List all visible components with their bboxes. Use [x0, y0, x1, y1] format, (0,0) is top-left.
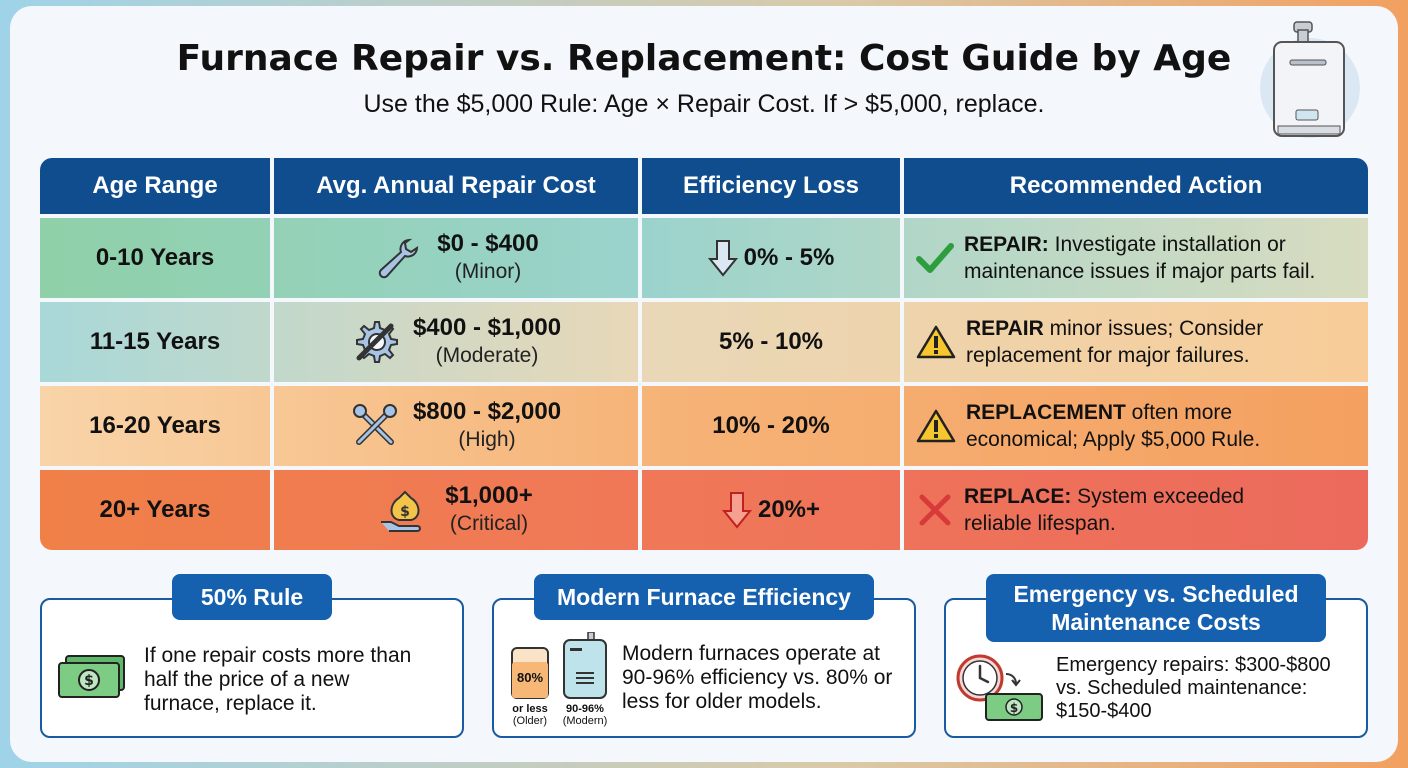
recommended-action: REPLACE: System exceeded reliable lifespa…	[964, 485, 1245, 535]
table-row: 0-10 Years $0 - $400 (Minor) 0% - 5%	[40, 218, 1368, 298]
efficiency-loss: 5% - 10%	[718, 328, 824, 355]
page-title: Furnace Repair vs. Replacement: Cost Gui…	[176, 38, 1232, 79]
arrow-down-icon	[721, 492, 752, 529]
emergency-vs-scheduled-text: Emergency repairs: $300-$800 vs. Schedul…	[1056, 654, 1331, 722]
recommended-action: REPAIR: Investigate installation or maint…	[964, 233, 1316, 283]
efficiency-loss: 20%+	[757, 496, 821, 523]
modern-efficiency-title: Modern Furnace Efficiency	[534, 574, 874, 620]
page-subtitle: Use the $5,000 Rule: Age × Repair Cost. …	[363, 90, 1045, 118]
repair-severity: (Critical)	[449, 512, 529, 535]
age-range: 0-10 Years	[95, 244, 215, 271]
repair-severity: (Minor)	[454, 260, 522, 283]
modern-label: 90-96% (Modern)	[562, 703, 608, 727]
svg-text:$: $	[400, 504, 410, 520]
warning-icon	[916, 325, 956, 359]
repair-severity: (High)	[458, 428, 516, 451]
warning-icon	[916, 409, 956, 443]
modern-efficiency-box	[492, 598, 916, 738]
table-row: 20+ Years $ $1,000+ (Critical)	[40, 470, 1368, 550]
table-row: 11-15 Years $400 - $1,000 (Moderate) 5% …	[40, 302, 1368, 382]
column-header-efficiency: Efficiency Loss	[642, 158, 900, 214]
clock-money-icon: $	[956, 654, 1043, 721]
x-icon	[919, 494, 951, 526]
repair-cost: $400 - $1,000	[412, 314, 562, 341]
gear-wrench-icon	[355, 321, 398, 363]
fifty-percent-rule-text: If one repair costs more than half the p…	[144, 644, 412, 715]
check-icon	[916, 243, 954, 273]
older-label: or less (Older)	[512, 703, 548, 727]
age-range: 11-15 Years	[89, 328, 221, 355]
column-header-cost: Avg. Annual Repair Cost	[274, 158, 638, 214]
modern-furnace-icon	[563, 632, 607, 699]
svg-text:$: $	[1010, 701, 1018, 715]
crossed-tools-icon	[352, 404, 397, 445]
svg-text:$: $	[84, 673, 94, 689]
recommended-action: REPAIR minor issues; Consider replacement…	[966, 317, 1264, 367]
older-efficiency-percent: 80%	[516, 670, 544, 685]
fifty-percent-rule-title: 50% Rule	[172, 574, 332, 620]
repair-cost: $800 - $2,000	[412, 398, 562, 425]
recommended-action: REPLACEMENT often more economical; Apply …	[966, 401, 1261, 451]
column-header-age: Age Range	[40, 158, 270, 214]
age-range: 20+ Years	[99, 496, 211, 523]
efficiency-loss: 10% - 20%	[712, 412, 830, 439]
repair-severity: (Moderate)	[435, 344, 539, 367]
column-header-action: Recommended Action	[904, 158, 1368, 214]
wrench-icon	[379, 238, 419, 279]
repair-cost: $0 - $400	[437, 230, 539, 257]
older-furnace-icon	[511, 647, 549, 699]
modern-efficiency-text: Modern furnaces operate at 90-96% effici…	[622, 642, 893, 713]
table-row: 16-20 Years $800 - $2,000 (High)	[40, 386, 1368, 466]
age-range: 16-20 Years	[89, 412, 221, 439]
emergency-vs-scheduled-title: Emergency vs. Scheduled Maintenance Cost…	[986, 574, 1326, 642]
cash-icon: $	[58, 655, 125, 698]
repair-cost: $1,000+	[445, 482, 533, 509]
money-bag-icon: $	[381, 490, 422, 532]
furnace-icon	[1260, 21, 1360, 138]
efficiency-loss: 0% - 5%	[743, 244, 835, 271]
arrow-down-icon	[707, 240, 738, 277]
